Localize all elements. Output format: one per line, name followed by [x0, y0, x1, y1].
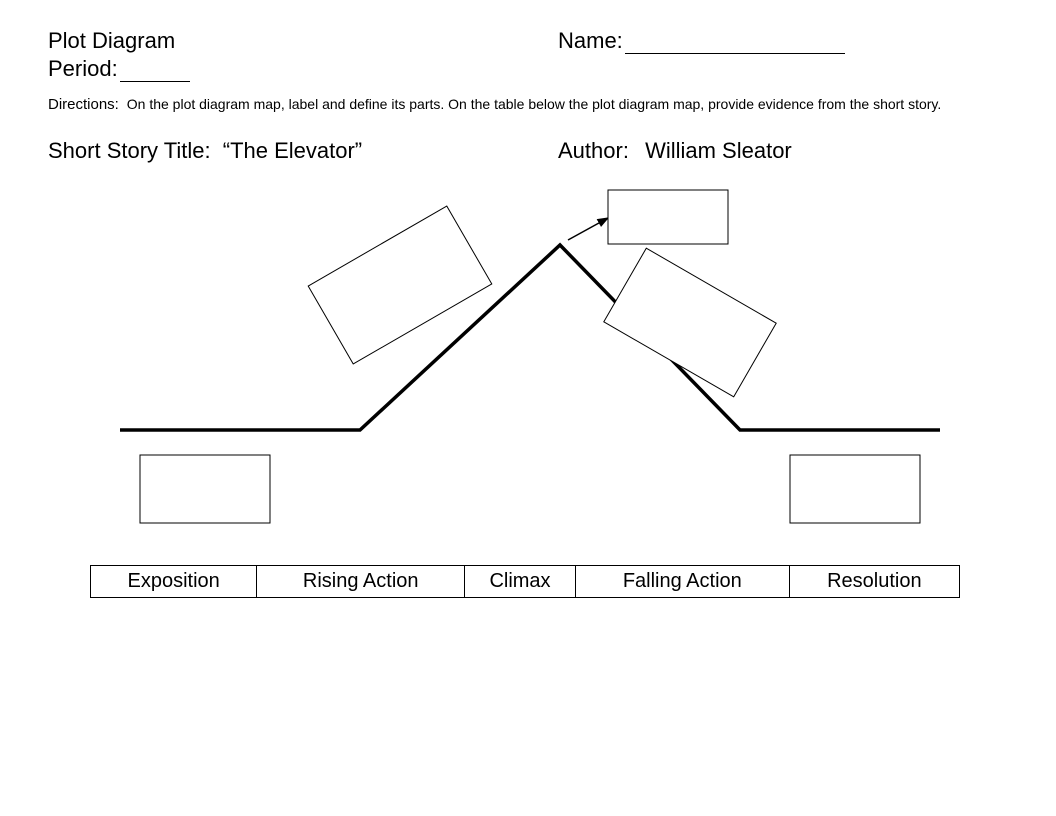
period-label: Period: — [48, 56, 118, 81]
story-title-label: Short Story Title: — [48, 138, 211, 163]
name-label: Name: — [558, 28, 623, 53]
worksheet-page: Plot Diagram Name: Period: Directions: O… — [0, 0, 1056, 816]
author-group: Author: William Sleator — [558, 138, 792, 164]
climax-box[interactable] — [608, 190, 728, 244]
author-value: William Sleator — [645, 138, 792, 163]
table-cell-rising-action: Rising Action — [257, 566, 465, 598]
name-blank-line[interactable] — [625, 34, 845, 54]
plot-diagram-svg — [60, 180, 980, 560]
directions-label: Directions: — [48, 96, 119, 113]
table-cell-falling-action: Falling Action — [575, 566, 789, 598]
period-blank-line[interactable] — [120, 62, 190, 82]
table-cell-exposition: Exposition — [91, 566, 257, 598]
story-title-value: “The Elevator” — [223, 138, 362, 163]
author-label: Author: — [558, 138, 629, 163]
table-row: Exposition Rising Action Climax Falling … — [91, 566, 960, 598]
climax-arrow — [568, 218, 608, 240]
rising-action-box[interactable] — [308, 206, 492, 364]
falling-action-box[interactable] — [604, 248, 776, 397]
plot-line — [120, 245, 940, 430]
plot-stages-table: Exposition Rising Action Climax Falling … — [90, 565, 960, 598]
resolution-box[interactable] — [790, 455, 920, 523]
directions-row: Directions: On the plot diagram map, lab… — [48, 96, 1008, 113]
title-label: Plot Diagram — [48, 28, 558, 54]
header-row: Plot Diagram Name: — [48, 28, 1008, 54]
story-info-row: Short Story Title: “The Elevator” Author… — [48, 138, 1008, 164]
exposition-box[interactable] — [140, 455, 270, 523]
plot-diagram — [60, 180, 980, 560]
directions-text: On the plot diagram map, label and defin… — [127, 96, 942, 112]
period-field-group: Period: — [48, 56, 190, 82]
story-title-group: Short Story Title: “The Elevator” — [48, 138, 558, 164]
table-cell-climax: Climax — [465, 566, 576, 598]
table-cell-resolution: Resolution — [789, 566, 959, 598]
name-field-group: Name: — [558, 28, 845, 54]
